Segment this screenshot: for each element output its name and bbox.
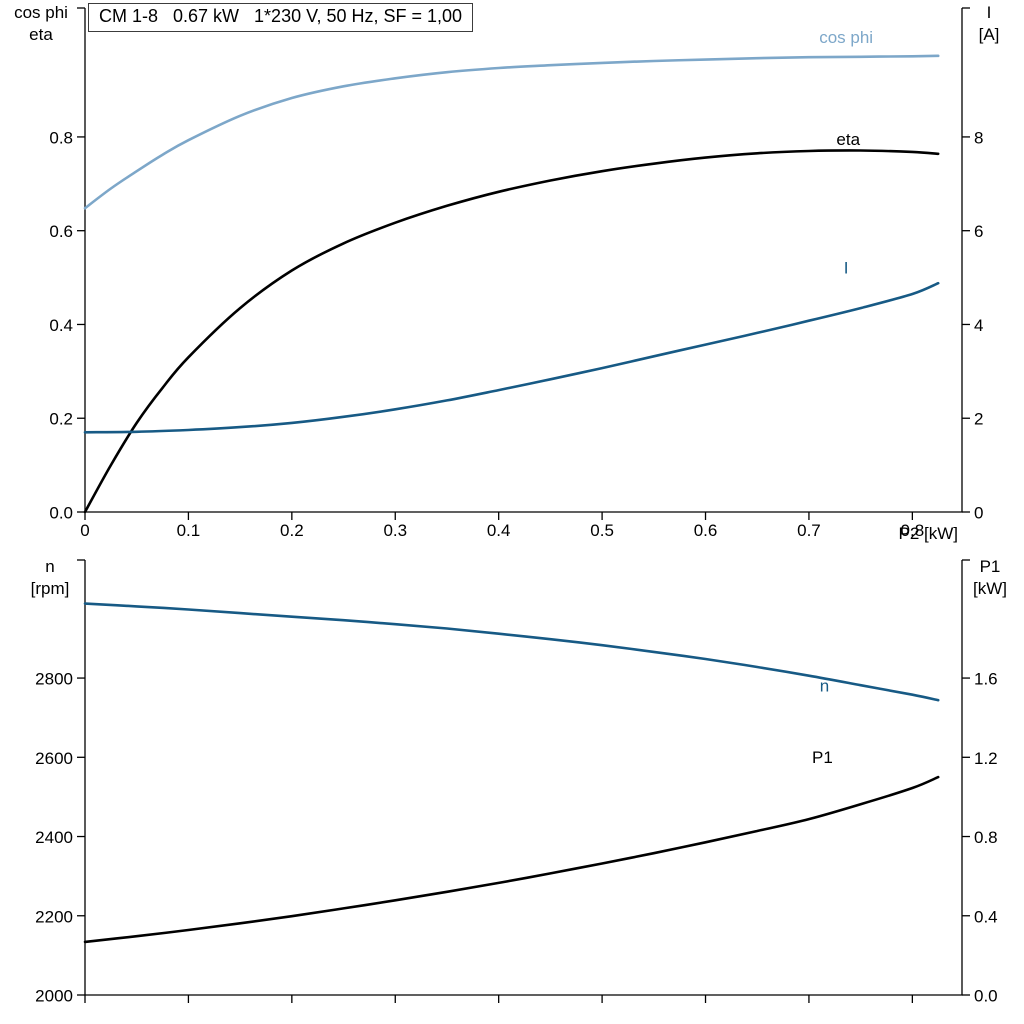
chart-0-x-tick-label: 0.6 bbox=[694, 521, 718, 540]
chart-1-right-tick-label: 0.8 bbox=[974, 828, 998, 847]
top-left-axis-title-line1: cos phi bbox=[14, 3, 68, 22]
curve-p1 bbox=[83, 775, 940, 944]
chart-0-x-tick-label: 0.3 bbox=[383, 521, 407, 540]
chart-0-axis-frame bbox=[84, 8, 963, 513]
curve-label-eta: eta bbox=[836, 130, 860, 149]
chart-1-right-tick-label: 1.6 bbox=[974, 670, 998, 689]
chart-1-left-tick-label: 2000 bbox=[35, 987, 73, 1006]
chart-1-left-tick-label: 2200 bbox=[35, 907, 73, 926]
top-right-axis-title-line2: [A] bbox=[978, 25, 1000, 44]
chart-0-right-tick-label: 6 bbox=[974, 222, 983, 241]
curve-cos-phi bbox=[83, 54, 940, 210]
chart-0-right-tick-label: 0 bbox=[974, 504, 983, 523]
bottom-right-axis-title-line1: P1 bbox=[979, 557, 1001, 576]
chart-0-x-tick-label: 0.5 bbox=[590, 521, 614, 540]
chart-1-axis-frame bbox=[84, 560, 963, 996]
bottom-left-axis-title-line1: n bbox=[45, 557, 55, 576]
chart-1-right-tick-label: 1.2 bbox=[974, 749, 998, 768]
chart-0-left-tick-label: 0.0 bbox=[49, 504, 73, 523]
chart-0-x-tick-label: 0 bbox=[80, 521, 89, 540]
chart-0-left-tick-label: 0.8 bbox=[49, 128, 73, 147]
top-left-axis-title-line2: eta bbox=[29, 25, 53, 44]
chart-1-right-tick-label: 0.4 bbox=[974, 907, 998, 926]
chart-1-left-tick-label: 2800 bbox=[35, 670, 73, 689]
chart-0-x-tick-label: 0.2 bbox=[280, 521, 304, 540]
curve-i bbox=[83, 281, 940, 434]
chart-0-right-tick-label: 2 bbox=[974, 410, 983, 429]
curve-label-cos-phi: cos phi bbox=[819, 28, 873, 47]
chart-1-left-tick-label: 2400 bbox=[35, 828, 73, 847]
chart-0-x-tick-label: 0.4 bbox=[487, 521, 511, 540]
chart-0-x-tick-label: 0.7 bbox=[797, 521, 821, 540]
curve-label-n: n bbox=[820, 676, 829, 695]
curve-eta bbox=[83, 149, 940, 514]
curve-label-p1: P1 bbox=[812, 748, 833, 767]
chart-1-right-tick-label: 0.0 bbox=[974, 987, 998, 1006]
chart-title-box: CM 1-8 0.67 kW 1*230 V, 50 Hz, SF = 1,00 bbox=[88, 3, 474, 32]
curve-label-i: I bbox=[844, 259, 849, 278]
chart-0-left-tick-label: 0.2 bbox=[49, 410, 73, 429]
bottom-left-axis-title-line2: [rpm] bbox=[30, 579, 70, 598]
chart-0-left-tick-label: 0.6 bbox=[49, 222, 73, 241]
curve-n bbox=[83, 602, 940, 702]
bottom-right-axis-title-line2: [kW] bbox=[973, 579, 1007, 598]
chart-0-x-tick-label: 0.8 bbox=[901, 521, 925, 540]
top-right-axis-title-line1: I bbox=[986, 3, 992, 22]
chart-0-left-tick-label: 0.4 bbox=[49, 316, 73, 335]
chart-1-left-tick-label: 2600 bbox=[35, 749, 73, 768]
chart-0-right-tick-label: 8 bbox=[974, 128, 983, 147]
chart-0-x-tick-label: 0.1 bbox=[177, 521, 201, 540]
x-axis-title: P2 [kW] bbox=[898, 524, 958, 543]
chart-0-right-tick-label: 4 bbox=[974, 316, 983, 335]
